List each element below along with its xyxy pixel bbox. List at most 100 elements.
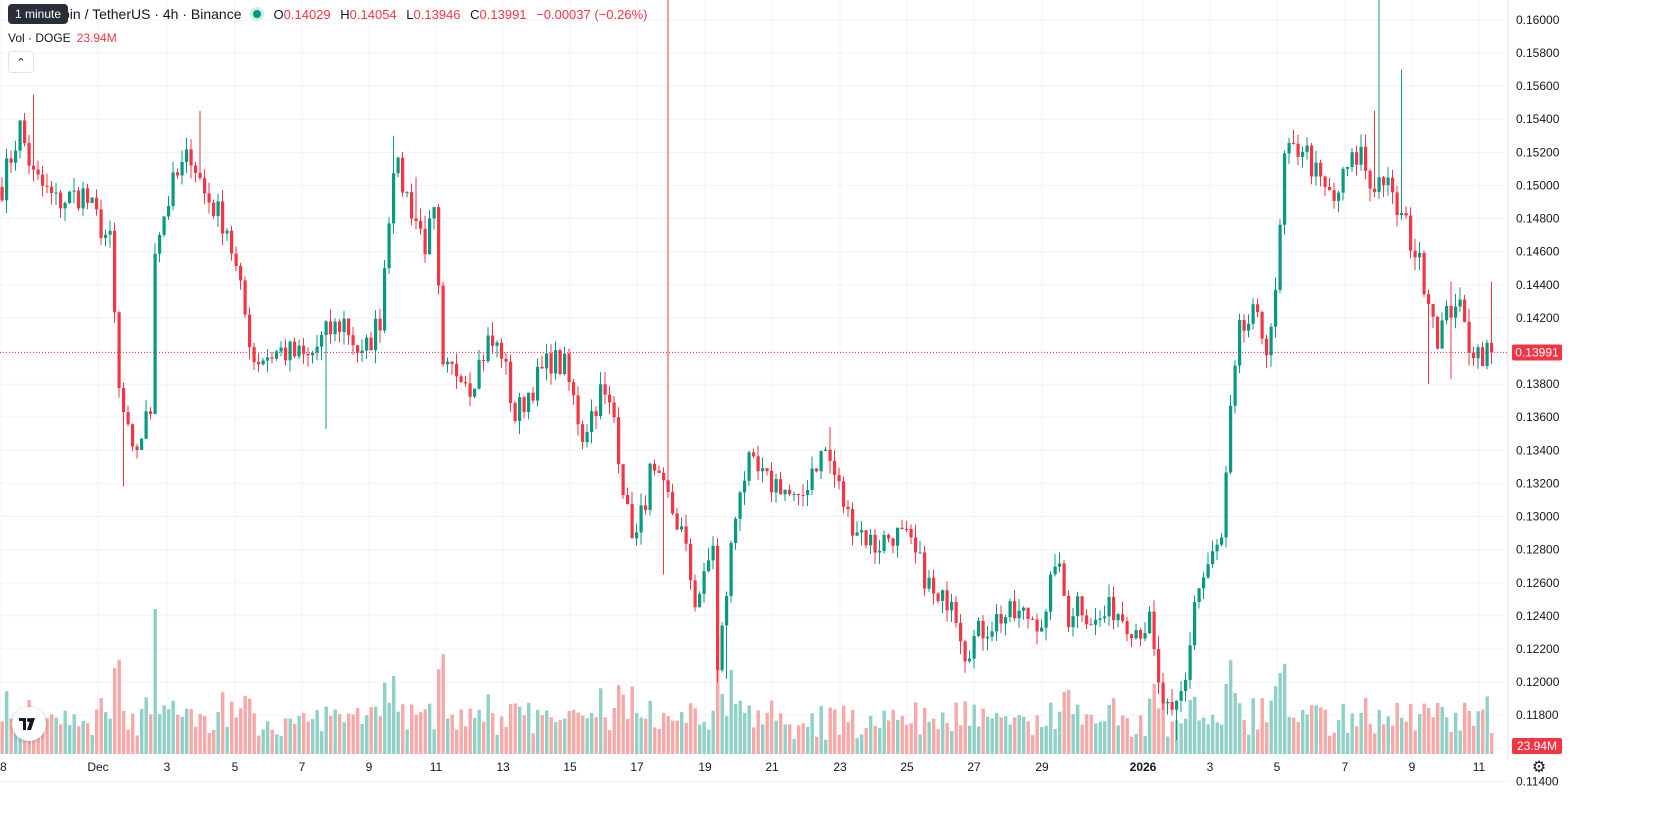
- volume-legend[interactable]: Vol · DOGE 23.94M: [8, 31, 117, 45]
- volume-bar: [1292, 717, 1296, 754]
- candle-body: [707, 560, 711, 572]
- svg-text:0.13991: 0.13991: [1515, 345, 1559, 359]
- candle-body: [680, 526, 684, 530]
- market-status-icon[interactable]: [249, 7, 264, 21]
- candle-body: [252, 347, 256, 363]
- candle-body: [212, 202, 216, 217]
- volume-bar: [297, 715, 301, 754]
- volume-bar: [1332, 732, 1336, 754]
- price-axis[interactable]: 0.16000 0.15800 0.15600 0.15400 0.15200 0.150…: [1516, 13, 1560, 789]
- volume-bar: [432, 729, 436, 754]
- volume-bar: [113, 668, 117, 754]
- candle-body: [851, 509, 855, 536]
- volume-bar: [54, 717, 58, 754]
- volume-bar: [1458, 730, 1462, 754]
- volume-bar: [1409, 704, 1413, 754]
- volume-bar: [1211, 714, 1215, 754]
- candle-body: [563, 353, 567, 375]
- symbol-title[interactable]: oin / TetherUS · 4h · Binance: [62, 6, 242, 22]
- volume-bar: [1008, 724, 1012, 754]
- volume-bar: [1476, 711, 1480, 754]
- volume-bar: [329, 715, 333, 754]
- volume-bar: [1179, 723, 1183, 754]
- candle-body: [644, 505, 648, 510]
- candle-body: [1094, 619, 1098, 625]
- candle-body: [113, 230, 117, 313]
- volume-bar: [68, 725, 72, 754]
- volume-bar: [428, 703, 432, 754]
- volume-bar: [702, 721, 706, 754]
- volume-bar: [554, 722, 558, 754]
- candle-body: [693, 580, 697, 608]
- candle-body: [1130, 634, 1134, 639]
- volume-bar: [252, 713, 256, 754]
- volume-bar: [72, 714, 76, 754]
- volume-bar: [140, 709, 144, 754]
- candle-body: [864, 530, 868, 546]
- volume-bar: [401, 704, 405, 754]
- volume-bar: [828, 707, 832, 754]
- candle-body: [594, 411, 598, 417]
- candle-body: [770, 470, 774, 493]
- candle-body: [860, 530, 864, 533]
- candle-body: [1278, 224, 1282, 290]
- volume-bar: [540, 715, 544, 754]
- volume-bar: [288, 718, 292, 754]
- volume-bar: [842, 705, 846, 754]
- candle-body: [788, 489, 792, 495]
- candle-body: [306, 353, 310, 356]
- candle-body: [1350, 152, 1354, 167]
- candle-body: [747, 452, 751, 481]
- collapse-legend-button[interactable]: ⌃: [8, 51, 34, 73]
- volume-bar: [990, 718, 994, 754]
- candle-body: [1071, 616, 1075, 628]
- candle-body: [608, 394, 612, 403]
- candle-body: [162, 216, 166, 235]
- candle-body: [464, 382, 468, 384]
- candle-body: [1220, 537, 1224, 545]
- candle-body: [1274, 289, 1278, 327]
- volume-bar: [900, 715, 904, 754]
- volume-bar: [1166, 736, 1170, 754]
- volume-bar: [999, 717, 1003, 754]
- interval-tooltip: 1 minute: [8, 4, 69, 24]
- candle-body: [482, 359, 486, 362]
- tradingview-logo-icon[interactable]: [12, 707, 46, 741]
- volume-bar: [657, 728, 661, 754]
- time-tick-label: 21: [765, 760, 779, 774]
- volume-bar: [59, 724, 63, 754]
- candle-body: [936, 593, 940, 601]
- gear-icon[interactable]: ⚙: [1531, 756, 1547, 776]
- volume-bar: [1058, 711, 1062, 754]
- candle-body: [257, 362, 261, 365]
- volume-bar: [1004, 716, 1008, 754]
- candle-body: [54, 192, 58, 194]
- volume-bar: [860, 734, 864, 754]
- volume-bar: [1485, 696, 1489, 754]
- volume-bar: [1170, 721, 1174, 754]
- candle-body: [1458, 299, 1462, 307]
- volume-bar: [203, 715, 207, 754]
- candle-body: [783, 489, 787, 495]
- candle-body: [378, 318, 382, 331]
- volume-bar: [333, 709, 337, 754]
- volume-bar: [41, 729, 45, 754]
- volume-bar: [122, 710, 126, 754]
- time-axis[interactable]: 28 Dec 3 5 7 9 11 13 15 17 19 21 23 25 27 29 2026 3 5 7 9 11: [0, 760, 1486, 774]
- candle-body: [909, 529, 913, 538]
- volume-bar: [783, 724, 787, 754]
- volume-bar: [63, 710, 67, 754]
- volume-bar: [1314, 705, 1318, 754]
- time-tick-label: 7: [299, 760, 306, 774]
- symbol-legend[interactable]: oin / TetherUS · 4h · Binance O0.14029 H…: [62, 6, 647, 22]
- price-tick-label: 0.15600: [1516, 79, 1560, 93]
- candle-body: [288, 341, 292, 361]
- volume-bar: [725, 716, 729, 754]
- candle-body: [1233, 365, 1237, 406]
- volume-bar: [1121, 715, 1125, 754]
- volume-bar: [833, 709, 837, 754]
- volume-bar: [1310, 705, 1314, 754]
- candle-body: [1296, 143, 1300, 157]
- volume-bar: [1449, 731, 1453, 754]
